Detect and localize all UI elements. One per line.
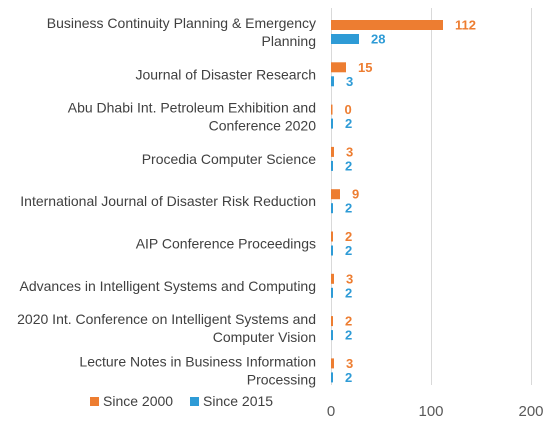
x-tick-label: 100 bbox=[418, 403, 443, 420]
bar-since-2015 bbox=[331, 372, 333, 383]
category-label: 2020 Int. Conference on Intelligent Syst… bbox=[17, 311, 316, 327]
bar-since-2015 bbox=[331, 34, 359, 44]
bar-since-2000 bbox=[331, 20, 443, 30]
bar-since-2000 bbox=[331, 316, 333, 327]
bar-since-2015 bbox=[331, 287, 333, 298]
bar-since-2015 bbox=[331, 118, 333, 129]
data-label-since-2000: 112 bbox=[455, 18, 476, 33]
data-label-since-2015: 2 bbox=[345, 328, 352, 343]
category-label: AIP Conference Proceedings bbox=[136, 236, 316, 252]
data-label-since-2000: 3 bbox=[346, 144, 353, 159]
bar-since-2000 bbox=[331, 189, 340, 200]
bar-since-2015 bbox=[331, 203, 333, 214]
category-label: Processing bbox=[247, 371, 316, 387]
bar-since-2000 bbox=[331, 104, 333, 115]
category-label: Computer Vision bbox=[213, 329, 316, 345]
category-label: Abu Dhabi Int. Petroleum Exhibition and bbox=[68, 100, 316, 116]
data-label-since-2015: 2 bbox=[345, 370, 352, 385]
x-tick-label: 200 bbox=[518, 403, 543, 420]
data-label-since-2015: 2 bbox=[345, 158, 352, 173]
legend-label-since-2000: Since 2000 bbox=[103, 393, 173, 409]
bar-since-2015 bbox=[331, 245, 333, 256]
data-label-since-2000: 9 bbox=[352, 187, 359, 202]
category-label: Planning bbox=[262, 33, 317, 49]
category-label: Procedia Computer Science bbox=[142, 151, 317, 167]
data-label-since-2000: 3 bbox=[346, 356, 353, 371]
bar-since-2000 bbox=[331, 62, 346, 73]
legend-swatch-since-2000 bbox=[90, 397, 99, 406]
bar-since-2000 bbox=[331, 231, 333, 242]
data-label-since-2015: 2 bbox=[345, 116, 352, 131]
data-label-since-2015: 2 bbox=[345, 243, 352, 258]
category-label: Lecture Notes in Business Information bbox=[79, 353, 316, 369]
data-label-since-2000: 3 bbox=[346, 271, 353, 286]
category-label: Advances in Intelligent Systems and Comp… bbox=[20, 278, 317, 294]
x-tick-label: 0 bbox=[327, 403, 335, 420]
data-label-since-2015: 2 bbox=[345, 201, 352, 216]
legend-swatch-since-2015 bbox=[190, 397, 199, 406]
data-label-since-2015: 3 bbox=[346, 74, 353, 89]
data-label-since-2000: 15 bbox=[358, 60, 372, 75]
category-label: Business Continuity Planning & Emergency bbox=[47, 15, 316, 31]
category-label: International Journal of Disaster Risk R… bbox=[20, 193, 316, 209]
bar-since-2000 bbox=[331, 146, 334, 157]
legend-label-since-2015: Since 2015 bbox=[203, 393, 273, 409]
data-label-since-2000: 0 bbox=[345, 102, 352, 117]
category-label: Journal of Disaster Research bbox=[135, 66, 316, 82]
bar-since-2015 bbox=[331, 76, 334, 87]
bar-since-2000 bbox=[331, 358, 334, 369]
bar-since-2015 bbox=[331, 160, 333, 171]
category-label: Conference 2020 bbox=[209, 118, 317, 134]
data-label-since-2000: 2 bbox=[345, 314, 352, 329]
bar-since-2000 bbox=[331, 273, 334, 284]
data-label-since-2015: 2 bbox=[345, 285, 352, 300]
data-label-since-2015: 28 bbox=[371, 32, 385, 47]
data-label-since-2000: 2 bbox=[345, 229, 352, 244]
bar-since-2015 bbox=[331, 330, 333, 341]
